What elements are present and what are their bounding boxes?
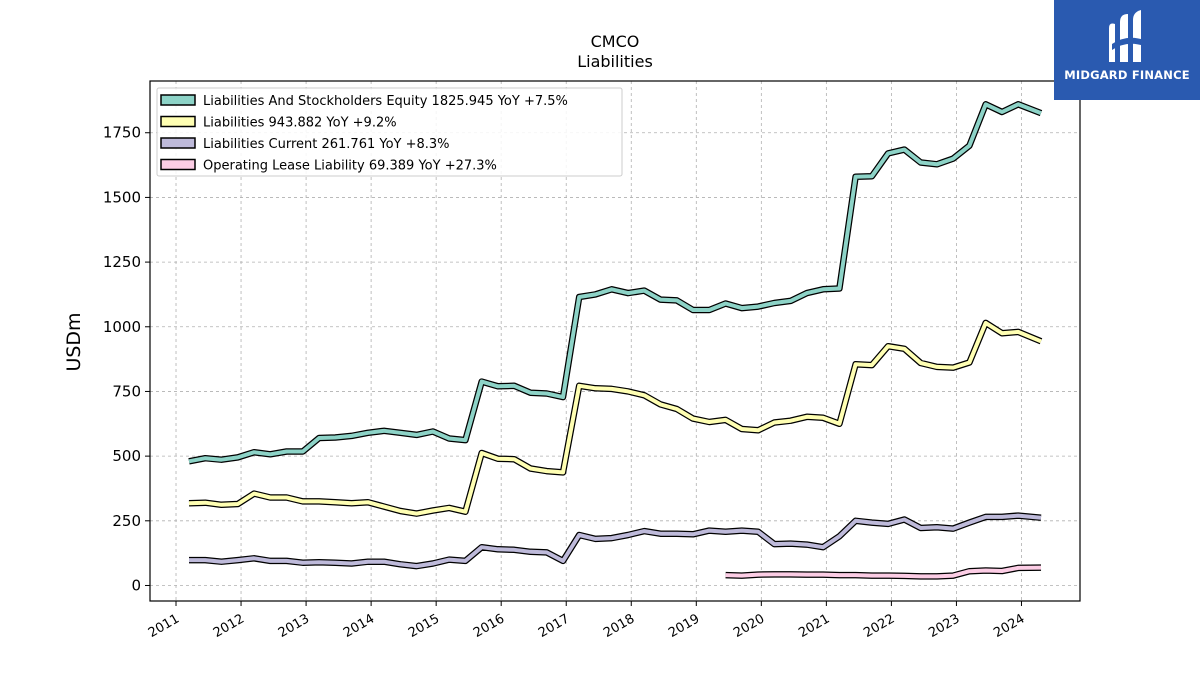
y-tick-label: 1000 [103,318,141,336]
y-tick-label: 250 [112,512,141,530]
legend: Liabilities And Stockholders Equity 1825… [156,87,623,177]
legend-label-liabilities: Liabilities 943.882 YoY +9.2% [203,116,397,131]
series-line-operating-lease-liability [725,565,1042,579]
y-tick-label: 1250 [103,253,141,271]
y-tick-label: 0 [131,576,141,594]
x-tick-label: 2015 [406,611,442,641]
x-tick-label: 2018 [601,611,637,641]
x-tick-label: 2013 [276,611,312,641]
logo-mark-icon [1054,0,1200,100]
y-tick-label: 750 [112,382,141,400]
legend-swatch-liabilities-and-stockholders-equity [160,94,196,106]
legend-swatch-liabilities-current [160,137,196,149]
x-tick-label: 2020 [731,611,767,641]
plot-frame [149,80,1081,602]
legend-label-liabilities-current: Liabilities Current 261.761 YoY +8.3% [203,137,450,152]
series-outline-liabilities [188,319,1043,517]
chart-subtitle: Liabilities [577,52,653,71]
x-tick-label: 2019 [666,611,702,641]
series-line-liabilities-current [189,513,1042,569]
series-lines [188,101,1043,580]
y-tick-label: 1750 [103,124,141,142]
x-tick-label: 2023 [926,611,962,641]
legend-label-operating-lease-liability: Operating Lease Liability 69.389 YoY +27… [203,159,497,174]
x-tick-label: 2011 [146,611,182,641]
y-tick-label: 1500 [103,188,141,206]
midgard-finance-logo: MIDGARD FINANCE [1054,0,1200,100]
legend-box [156,87,623,177]
legend-swatch-liabilities [160,115,196,128]
x-tick-label: 2016 [471,611,507,641]
x-tick-label: 2021 [796,611,832,641]
series-line-liabilities-and-stockholders-equity [188,102,1042,464]
chart-title: CMCO [591,32,640,51]
x-tick-label: 2022 [861,611,897,641]
legend-swatch-operating-lease-liability [160,158,196,171]
y-axis-ticks: 0 250 500 750 1000 1250 1500 1750 [103,124,150,594]
y-tick-label: 500 [112,447,141,465]
x-tick-label: 2012 [211,611,247,641]
logo-text: MIDGARD FINANCE [1064,68,1190,82]
legend-label-liabilities-and-stockholders-equity: Liabilities And Stockholders Equity 1825… [203,94,568,109]
x-tick-label: 2024 [991,611,1027,641]
x-tick-label: 2017 [536,611,572,641]
y-axis-label: USDm [63,312,85,371]
series-line-liabilities [188,320,1042,516]
x-tick-label: 2014 [341,611,377,641]
x-axis-ticks: 2011 2012 2013 2014 2015 2016 2017 2018 2019 2020… [146,601,1027,641]
